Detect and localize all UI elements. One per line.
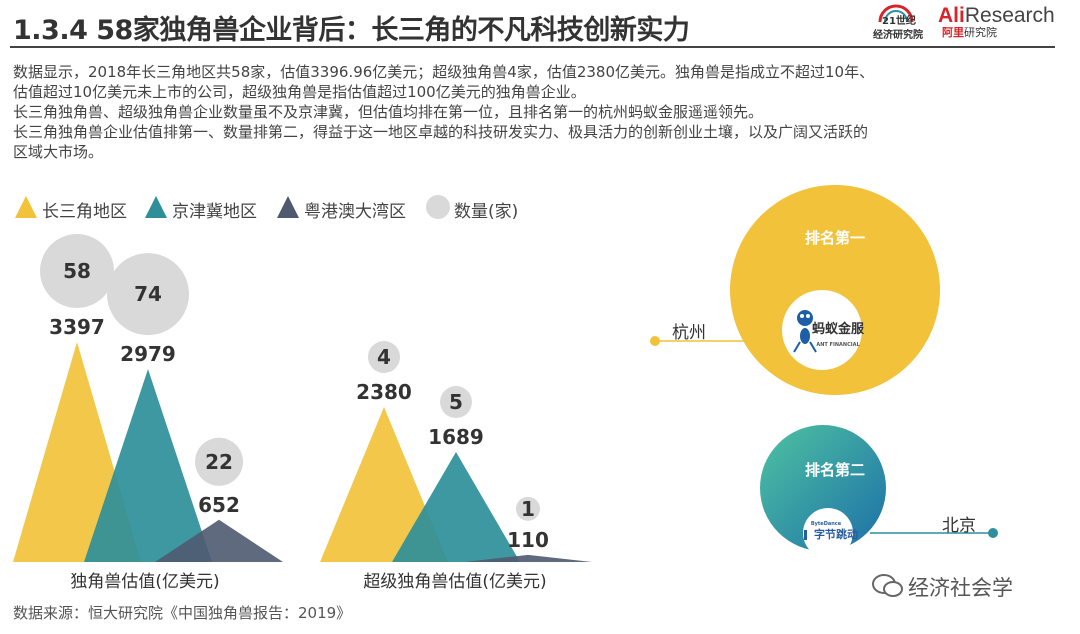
super-unicorn-valuation-chart: 2380 4 1689 5 110 1 bbox=[320, 341, 592, 562]
ant-head bbox=[797, 310, 813, 326]
legend-item-jingjinji: 京津冀地区 bbox=[144, 195, 257, 224]
ali-sub-b: 研究院 bbox=[964, 26, 997, 39]
ant-mascot-icon bbox=[793, 310, 817, 353]
data-source: 数据来源：恒大研究院《中国独角兽报告：2019》 bbox=[13, 604, 352, 622]
rank-1-circle bbox=[730, 185, 940, 395]
arc-logo-icon bbox=[878, 4, 914, 23]
rank-1-company-name: 蚂蚁金服 bbox=[812, 321, 865, 337]
rank-2-company-name: 字节跳动 bbox=[814, 527, 858, 541]
aliresearch-logo: AliResearch 阿里研究院 bbox=[938, 4, 1055, 40]
count-circle-yangtze bbox=[368, 341, 400, 373]
rank-1-company-en: ANT FINANCIAL bbox=[816, 342, 860, 348]
rank-2-city-dot bbox=[988, 528, 998, 538]
value-label-gba: 110 bbox=[507, 528, 549, 552]
legend-label-gba: 粤港澳大湾区 bbox=[304, 202, 406, 222]
triangle-jingjinji bbox=[84, 369, 212, 562]
rank-2-company-en: ByteDance bbox=[811, 521, 842, 527]
count-circle-jingjinji bbox=[440, 386, 472, 419]
intro-paragraph-5: 区域大市场。 bbox=[13, 143, 104, 161]
count-label-jingjinji: 5 bbox=[449, 390, 463, 414]
wechat-icon bbox=[872, 574, 903, 597]
ant-eye-right bbox=[806, 314, 810, 318]
intro-paragraph-1: 数据显示，2018年长三角地区共58家，估值3396.96亿美元；超级独角兽4家… bbox=[13, 63, 875, 81]
slate-triangle-icon bbox=[277, 196, 299, 218]
triangle-gba bbox=[464, 554, 592, 562]
rank-2-logo-disc bbox=[803, 508, 853, 558]
rank-1-city-dot bbox=[650, 336, 660, 346]
ali-brand-b: Research bbox=[964, 4, 1055, 27]
value-label-yangtze: 3397 bbox=[49, 315, 105, 339]
value-label-gba: 652 bbox=[198, 493, 240, 517]
yellow-triangle-icon bbox=[15, 196, 37, 218]
teal-triangle-icon bbox=[145, 196, 167, 218]
count-label-jingjinji: 74 bbox=[134, 282, 162, 306]
count-label-yangtze: 4 bbox=[377, 345, 391, 369]
count-circle-gba bbox=[516, 496, 540, 521]
logo-line-1: 21世纪 bbox=[882, 16, 916, 27]
legend-item-yangtze: 长三角地区 bbox=[14, 195, 127, 224]
rank-1-logo-disc bbox=[782, 290, 862, 370]
ali-sub-a: 阿里 bbox=[942, 26, 964, 39]
ant-body bbox=[800, 328, 810, 344]
intro-paragraph-2: 估值超过10亿美元未上市的公司，超级独角兽是指估值超过100亿美元的独角兽企业。 bbox=[13, 83, 586, 101]
logo-line-2: 经济研究院 bbox=[873, 30, 923, 41]
super-unicorn-chart-caption: 超级独角兽估值(亿美元) bbox=[363, 572, 547, 592]
count-label-gba: 22 bbox=[205, 450, 233, 474]
ant-leg-left bbox=[793, 341, 801, 353]
unicorn-chart-caption: 独角兽估值(亿美元) bbox=[70, 572, 220, 592]
rank-1-label: 排名第一 bbox=[805, 229, 865, 247]
ant-eye-left bbox=[800, 314, 804, 318]
21st-century-logo: 21世纪 经济研究院 bbox=[868, 4, 930, 44]
count-circle-gba bbox=[195, 437, 243, 486]
bytedance-bar-icon bbox=[804, 530, 807, 540]
count-circle-jingjinji bbox=[107, 253, 189, 336]
value-label-jingjinji: 1689 bbox=[428, 425, 484, 449]
count-circle-yangtze bbox=[40, 234, 114, 308]
intro-paragraph-3: 长三角独角兽、超级独角兽企业数量虽不及京津冀，但估值均排在第一位，且排名第一的杭… bbox=[13, 103, 764, 121]
triangle-gba bbox=[155, 519, 283, 562]
page-title: 1.3.4 58家独角兽企业背后：长三角的不凡科技创新实力 bbox=[13, 15, 690, 46]
legend-label-yangtze: 长三角地区 bbox=[42, 202, 127, 222]
value-label-yangtze: 2380 bbox=[356, 380, 412, 404]
rank-1-city: 杭州 bbox=[672, 323, 706, 343]
intro-paragraph-4: 长三角独角兽企业估值排第一、数量排第二，得益于这一地区卓越的科技研发实力、极具活… bbox=[13, 123, 869, 141]
legend-item-gba: 粤港澳大湾区 bbox=[276, 195, 406, 224]
watermark-text: 经济社会学 bbox=[908, 576, 1013, 600]
rank-2-label: 排名第二 bbox=[805, 461, 865, 479]
gray-circle-icon bbox=[426, 195, 450, 219]
title-divider bbox=[10, 46, 1055, 48]
count-label-yangtze: 58 bbox=[63, 259, 91, 283]
rank-2-circle bbox=[760, 425, 886, 551]
unicorn-valuation-chart: 3397 58 2979 74 652 22 bbox=[13, 234, 283, 562]
triangle-jingjinji bbox=[392, 452, 520, 562]
ant-leg-right bbox=[809, 341, 817, 353]
value-label-jingjinji: 2979 bbox=[120, 342, 176, 366]
count-label-gba: 1 bbox=[521, 497, 535, 521]
legend-item-count: 数量(家) bbox=[426, 195, 518, 226]
rank-2-city: 北京 bbox=[942, 516, 976, 536]
ali-brand-a: Ali bbox=[938, 4, 965, 27]
legend-label-jingjinji: 京津冀地区 bbox=[172, 202, 257, 222]
legend-label-count: 数量(家) bbox=[454, 202, 519, 222]
